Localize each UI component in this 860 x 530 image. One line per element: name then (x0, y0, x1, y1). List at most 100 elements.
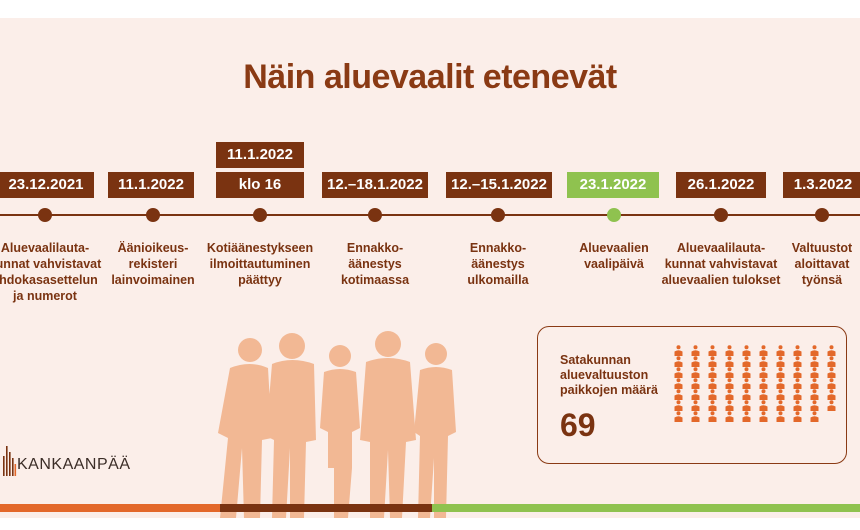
people-silhouette-icon (218, 331, 456, 518)
seat-person-icon (772, 367, 789, 378)
seat-person-icon (670, 356, 687, 367)
seat-person-icon (738, 356, 755, 367)
event-description-7: Valtuustot aloittavat työnsä (791, 241, 853, 287)
seat-person-icon (687, 356, 704, 367)
seat-person-icon (823, 356, 840, 367)
seat-person-icon (704, 389, 721, 400)
event-date-top-2: 11.1.2022 (216, 142, 304, 168)
page-title: Näin aluevaalit etenevät (243, 58, 617, 96)
seat-person-icon (687, 400, 704, 411)
timeline-line (0, 214, 860, 216)
seat-person-icon (721, 378, 738, 389)
seat-person-icon (704, 356, 721, 367)
seat-person-icon (772, 378, 789, 389)
seat-person-icon (772, 356, 789, 367)
infographic-canvas: Näin aluevaalit etenevät 23.12.2021 Alue… (0, 18, 860, 518)
seat-person-icon (738, 378, 755, 389)
event-dot-0 (38, 208, 52, 222)
seat-person-icon (687, 378, 704, 389)
seat-person-icon (704, 411, 721, 422)
seat-person-icon (772, 400, 789, 411)
seat-person-icon (823, 389, 840, 400)
event-dot-5 (607, 208, 621, 222)
seat-person-icon (806, 378, 823, 389)
seat-person-icon (772, 411, 789, 422)
seat-person-icon (806, 400, 823, 411)
seat-person-icon (687, 389, 704, 400)
event-dot-3 (368, 208, 382, 222)
seat-person-icon (670, 367, 687, 378)
event-date-4: 12.–15.1.2022 (446, 172, 552, 198)
seat-person-icon (670, 411, 687, 422)
seat-person-icon (721, 367, 738, 378)
bottom-bar-green (432, 504, 860, 512)
seat-person-icon (687, 345, 704, 356)
event-dot-1 (146, 208, 160, 222)
seats-panel: Satakunnan aluevaltuuston paikkojen määr… (537, 326, 847, 464)
seat-person-icon (755, 345, 772, 356)
kankaanpaa-logo-icon (3, 446, 17, 476)
seat-person-icon (806, 411, 823, 422)
event-description-1: Äänioikeus- rekisteri lainvoimainen (111, 241, 195, 287)
seat-person-icon (823, 367, 840, 378)
seat-person-icon (721, 400, 738, 411)
seat-person-icon (755, 389, 772, 400)
seats-count: 69 (560, 407, 596, 443)
seat-person-icon (738, 400, 755, 411)
seat-person-icon (806, 367, 823, 378)
event-description-4: Ennakko- äänestys ulkomailla (467, 241, 529, 287)
seat-person-icon (772, 345, 789, 356)
seat-person-icon (670, 345, 687, 356)
seat-person-icon (704, 378, 721, 389)
seats-people-grid (670, 345, 840, 422)
event-dot-6 (714, 208, 728, 222)
event-date-3: 12.–18.1.2022 (322, 172, 428, 198)
seat-person-icon (755, 356, 772, 367)
event-dot-4 (491, 208, 505, 222)
seat-person-icon (789, 411, 806, 422)
seat-person-icon (823, 345, 840, 356)
seat-person-icon (755, 378, 772, 389)
seat-person-icon (721, 356, 738, 367)
seat-person-icon (789, 356, 806, 367)
seat-person-icon (721, 345, 738, 356)
seat-person-icon (704, 345, 721, 356)
bottom-bar-brown (220, 504, 432, 512)
event-dot-7 (815, 208, 829, 222)
seat-person-icon (721, 389, 738, 400)
event-date-0: 23.12.2021 (0, 172, 94, 198)
seat-person-icon (806, 345, 823, 356)
seat-person-icon (789, 378, 806, 389)
seat-person-icon (772, 389, 789, 400)
seat-person-icon (789, 367, 806, 378)
seat-person-icon (806, 389, 823, 400)
seat-person-icon (789, 389, 806, 400)
kankaanpaa-logo: KANKAANPÄÄ (3, 442, 153, 476)
bottom-bar-orange (0, 504, 220, 512)
event-description-0: Aluevaalilauta- kunnat vahvistavat ehdok… (0, 241, 102, 303)
seat-person-icon (789, 345, 806, 356)
seat-person-icon (806, 356, 823, 367)
seat-person-icon (738, 389, 755, 400)
seat-person-icon (823, 400, 840, 411)
event-description-6: Aluevaalilauta- kunnat vahvistavat aluev… (661, 241, 781, 287)
seat-person-icon (738, 411, 755, 422)
seat-person-icon (738, 345, 755, 356)
seat-person-icon (670, 389, 687, 400)
event-dot-2 (253, 208, 267, 222)
seat-person-icon (670, 378, 687, 389)
event-date-5: 23.1.2022 (567, 172, 659, 198)
seat-person-icon (721, 411, 738, 422)
seat-person-icon (755, 400, 772, 411)
seat-person-icon (789, 400, 806, 411)
seat-person-icon (704, 367, 721, 378)
event-date-1: 11.1.2022 (108, 172, 194, 198)
seat-person-icon (704, 400, 721, 411)
seat-person-icon (823, 378, 840, 389)
seat-person-icon (755, 367, 772, 378)
event-date-7: 1.3.2022 (783, 172, 860, 198)
seat-person-icon (670, 400, 687, 411)
logo-text: KANKAANPÄÄ (17, 456, 131, 473)
event-date-2: klo 16 (216, 172, 304, 198)
event-description-3: Ennakko- äänestys kotimaassa (340, 241, 410, 287)
